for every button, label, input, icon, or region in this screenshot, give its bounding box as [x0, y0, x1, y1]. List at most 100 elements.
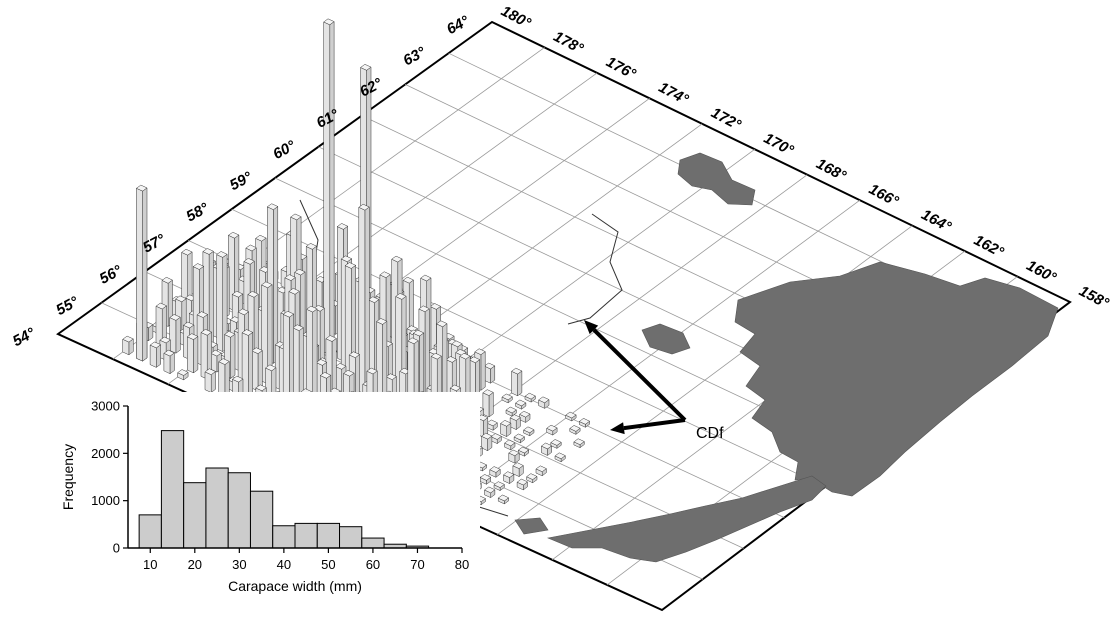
- density-bar: [573, 438, 585, 449]
- density-bar: [135, 184, 148, 362]
- density-bar: [216, 251, 228, 353]
- density-bar: [503, 471, 515, 485]
- density-bar: [513, 433, 525, 444]
- latitude-label: 63°: [400, 43, 429, 69]
- density-bar: [515, 399, 527, 410]
- density-bar: [519, 410, 531, 423]
- y-tick-label: 1000: [91, 493, 120, 508]
- histogram-inset: 0 1000 2000 3000 10 20 30 40 50 60 70 80 Frequency…: [40, 392, 480, 610]
- density-bar: [486, 419, 498, 431]
- density-bar: [218, 358, 230, 400]
- density-bar: [538, 396, 550, 409]
- histogram-bar: [138, 514, 162, 549]
- density-bar: [540, 442, 553, 457]
- density-bar: [177, 369, 189, 381]
- nunivak-island: [641, 323, 691, 355]
- density-bar: [489, 466, 501, 478]
- x-tick-label: 30: [232, 557, 246, 572]
- density-bar: [505, 406, 517, 417]
- density-bar: [517, 446, 530, 457]
- density-bar: [149, 341, 162, 368]
- latitude-label: 55°: [53, 293, 82, 319]
- y-tick-label: 0: [113, 541, 120, 556]
- x-tick-label: 70: [410, 557, 424, 572]
- shelf-contour: [567, 213, 623, 325]
- density-bar: [200, 329, 213, 380]
- density-bar: [500, 420, 512, 438]
- density-bar: [535, 465, 547, 477]
- density-bar: [481, 432, 493, 452]
- density-bar: [516, 478, 528, 491]
- cdf-arrowhead-lower: [610, 422, 625, 435]
- x-tick-label: 40: [277, 557, 291, 572]
- x-tick-label: 60: [366, 557, 380, 572]
- cdf-arrowhead-upper: [584, 320, 599, 335]
- histogram-bar: [183, 482, 207, 549]
- density-bar: [501, 393, 513, 404]
- density-bar: [578, 418, 591, 428]
- density-bar: [550, 439, 562, 449]
- histogram-x-ticks: 10 20 30 40 50 60 70 80: [143, 548, 469, 572]
- density-bar: [509, 414, 521, 431]
- density-bar: [524, 392, 536, 403]
- latitude-label: 56°: [97, 262, 126, 288]
- aleutian-fragment: [514, 517, 549, 535]
- density-bar: [122, 335, 134, 356]
- density-bar: [512, 462, 524, 478]
- density-bar: [484, 486, 496, 499]
- density-bar: [526, 473, 538, 484]
- land-masses: [429, 152, 1059, 563]
- latitude-label: 64°: [444, 12, 473, 38]
- density-bar: [204, 368, 216, 393]
- cdf-arrow-lower: [623, 418, 686, 431]
- density-bar: [358, 203, 370, 395]
- density-bar: [241, 329, 254, 399]
- latitude-label: 59°: [227, 168, 256, 194]
- x-tick-label: 10: [143, 557, 157, 572]
- x-tick-label: 80: [455, 557, 469, 572]
- cdf-arrow-upper: [592, 328, 687, 422]
- alaska-mainland: [734, 261, 1059, 497]
- histogram-x-label: Carapace width (mm): [228, 578, 362, 594]
- density-bar: [569, 425, 581, 435]
- histogram-bar: [160, 430, 185, 549]
- cdf-label: CDf: [696, 425, 724, 442]
- histogram-bar: [227, 472, 251, 549]
- density-bar: [323, 18, 335, 356]
- alaska-peninsula: [546, 475, 827, 563]
- density-bar: [261, 281, 273, 385]
- histogram-y-ticks: 0 1000 2000 3000: [91, 399, 128, 556]
- histogram-bars: [138, 430, 430, 549]
- density-bar: [483, 362, 496, 384]
- histogram-bar: [294, 522, 318, 549]
- x-tick-label: 50: [321, 557, 335, 572]
- histogram-bar: [249, 490, 274, 549]
- density-bar: [169, 314, 181, 354]
- st-lawrence-island: [677, 152, 756, 206]
- y-tick-label: 3000: [91, 399, 120, 414]
- y-tick-label: 2000: [91, 446, 120, 461]
- density-bar: [523, 426, 535, 437]
- density-bar: [163, 349, 175, 375]
- longitude-label: 158°: [1076, 283, 1110, 313]
- latitude-label: 58°: [183, 199, 212, 225]
- histogram-y-label: Frequency: [60, 444, 76, 510]
- density-bar: [493, 481, 505, 492]
- latitude-label: 54°: [10, 324, 39, 350]
- density-bar: [155, 302, 168, 348]
- histogram-bar: [361, 537, 385, 549]
- density-bar: [504, 439, 516, 451]
- histogram-bar: [272, 525, 296, 549]
- density-bar: [479, 474, 492, 485]
- cdf-annotation: CDf: [584, 320, 724, 442]
- density-bar: [565, 411, 577, 422]
- density-bar: [554, 452, 566, 463]
- density-bar: [508, 449, 520, 464]
- density-bar: [546, 424, 558, 436]
- longitude-labels: 180°178°176°174°172°170°168°166°164°162°…: [498, 3, 1110, 313]
- density-bar: [482, 389, 494, 418]
- density-bar: [490, 433, 502, 445]
- histogram-bar: [316, 522, 341, 549]
- latitude-label: 60°: [270, 137, 299, 163]
